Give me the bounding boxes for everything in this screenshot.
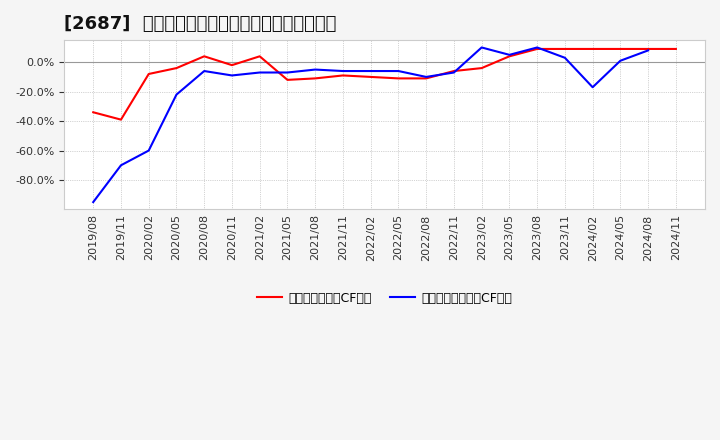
有利子負債営業CF比率 <box>283 77 292 83</box>
有利子負債フリーCF比率 <box>283 70 292 75</box>
有利子負債営業CF比率 <box>616 46 625 51</box>
有利子負債営業CF比率 <box>200 54 209 59</box>
有利子負債営業CF比率 <box>449 68 458 73</box>
有利子負債フリーCF比率 <box>644 48 652 53</box>
有利子負債営業CF比率 <box>338 73 347 78</box>
有利子負債フリーCF比率 <box>616 58 625 63</box>
有利子負債フリーCF比率 <box>89 199 97 205</box>
有利子負債フリーCF比率 <box>172 92 181 97</box>
有利子負債営業CF比率 <box>228 62 236 68</box>
有利子負債営業CF比率 <box>117 117 125 122</box>
有利子負債フリーCF比率 <box>449 70 458 75</box>
有利子負債フリーCF比率 <box>200 68 209 73</box>
有利子負債フリーCF比率 <box>394 68 402 73</box>
有利子負債フリーCF比率 <box>117 163 125 168</box>
有利子負債営業CF比率 <box>477 66 486 71</box>
有利子負債フリーCF比率 <box>338 68 347 73</box>
有利子負債営業CF比率 <box>394 76 402 81</box>
有利子負債営業CF比率 <box>561 46 570 51</box>
有利子負債営業CF比率 <box>505 54 513 59</box>
有利子負債フリーCF比率 <box>477 45 486 50</box>
有利子負債営業CF比率 <box>311 76 320 81</box>
有利子負債営業CF比率 <box>89 110 97 115</box>
有利子負債フリーCF比率 <box>588 84 597 90</box>
有利子負債フリーCF比率 <box>311 67 320 72</box>
有利子負債フリーCF比率 <box>561 55 570 60</box>
有利子負債営業CF比率 <box>172 66 181 71</box>
有利子負債営業CF比率 <box>145 71 153 77</box>
有利子負債フリーCF比率 <box>256 70 264 75</box>
有利子負債フリーCF比率 <box>533 45 541 50</box>
有利子負債営業CF比率 <box>644 46 652 51</box>
有利子負債営業CF比率 <box>422 76 431 81</box>
有利子負債営業CF比率 <box>256 54 264 59</box>
有利子負債フリーCF比率 <box>366 68 375 73</box>
Line: 有利子負債営業CF比率: 有利子負債営業CF比率 <box>93 49 676 120</box>
有利子負債営業CF比率 <box>588 46 597 51</box>
有利子負債フリーCF比率 <box>422 74 431 80</box>
Text: [2687]  有利子負債キャッシュフロー比率の推移: [2687] 有利子負債キャッシュフロー比率の推移 <box>64 15 336 33</box>
有利子負債営業CF比率 <box>366 74 375 80</box>
有利子負債フリーCF比率 <box>145 148 153 153</box>
有利子負債フリーCF比率 <box>228 73 236 78</box>
有利子負債フリーCF比率 <box>505 52 513 58</box>
有利子負債営業CF比率 <box>533 46 541 51</box>
Line: 有利子負債フリーCF比率: 有利子負債フリーCF比率 <box>93 48 648 202</box>
Legend: 有利子負債営業CF比率, 有利子負債フリーCF比率: 有利子負債営業CF比率, 有利子負債フリーCF比率 <box>252 287 517 310</box>
有利子負債営業CF比率 <box>672 46 680 51</box>
